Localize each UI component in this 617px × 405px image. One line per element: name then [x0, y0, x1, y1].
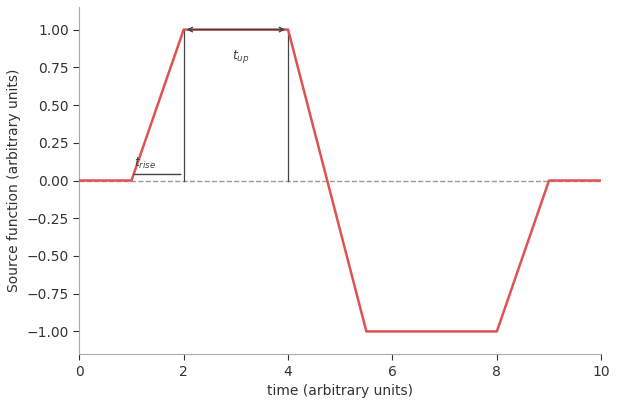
Y-axis label: Source function (arbitrary units): Source function (arbitrary units)	[7, 69, 21, 292]
Text: $t_{rise}$: $t_{rise}$	[134, 156, 157, 171]
Text: $t_{up}$: $t_{up}$	[232, 48, 250, 65]
X-axis label: time (arbitrary units): time (arbitrary units)	[267, 384, 413, 398]
